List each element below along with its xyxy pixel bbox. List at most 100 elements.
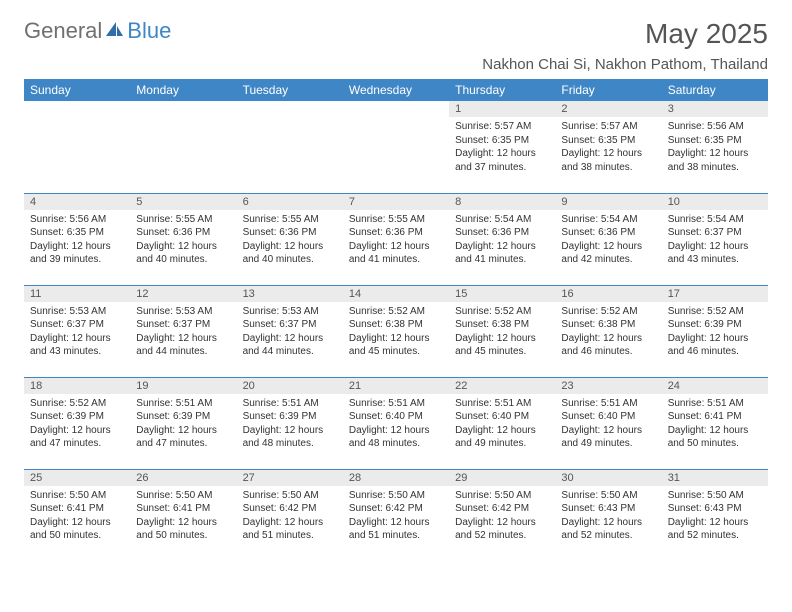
daylight-text: Daylight: 12 hours and 43 minutes. (668, 240, 762, 267)
day-header: Wednesday (343, 79, 449, 101)
day-details: Sunrise: 5:54 AMSunset: 6:37 PMDaylight:… (662, 210, 768, 271)
day-details: Sunrise: 5:50 AMSunset: 6:41 PMDaylight:… (24, 486, 130, 547)
title-block: May 2025 Nakhon Chai Si, Nakhon Pathom, … (482, 18, 768, 73)
calendar-day-cell: 9Sunrise: 5:54 AMSunset: 6:36 PMDaylight… (555, 193, 661, 285)
sunrise-text: Sunrise: 5:52 AM (30, 397, 124, 411)
daylight-text: Daylight: 12 hours and 46 minutes. (668, 332, 762, 359)
daylight-text: Daylight: 12 hours and 42 minutes. (561, 240, 655, 267)
sunrise-text: Sunrise: 5:53 AM (30, 305, 124, 319)
calendar-day-cell: 31Sunrise: 5:50 AMSunset: 6:43 PMDayligh… (662, 469, 768, 561)
day-number: 20 (237, 378, 343, 394)
sunrise-text: Sunrise: 5:55 AM (349, 213, 443, 227)
sunrise-text: Sunrise: 5:55 AM (243, 213, 337, 227)
sunset-text: Sunset: 6:41 PM (668, 410, 762, 424)
page-header: General Blue May 2025 Nakhon Chai Si, Na… (24, 18, 768, 73)
sunrise-text: Sunrise: 5:51 AM (561, 397, 655, 411)
day-number: 7 (343, 194, 449, 210)
sunset-text: Sunset: 6:37 PM (668, 226, 762, 240)
day-number: 30 (555, 470, 661, 486)
sunrise-text: Sunrise: 5:51 AM (136, 397, 230, 411)
daylight-text: Daylight: 12 hours and 40 minutes. (136, 240, 230, 267)
calendar-day-cell: 1Sunrise: 5:57 AMSunset: 6:35 PMDaylight… (449, 101, 555, 193)
calendar-body: 1Sunrise: 5:57 AMSunset: 6:35 PMDaylight… (24, 101, 768, 561)
calendar-header-row: SundayMondayTuesdayWednesdayThursdayFrid… (24, 79, 768, 101)
day-details: Sunrise: 5:53 AMSunset: 6:37 PMDaylight:… (24, 302, 130, 363)
day-number: 9 (555, 194, 661, 210)
daylight-text: Daylight: 12 hours and 38 minutes. (561, 147, 655, 174)
sunset-text: Sunset: 6:42 PM (243, 502, 337, 516)
sunset-text: Sunset: 6:41 PM (30, 502, 124, 516)
sunset-text: Sunset: 6:37 PM (243, 318, 337, 332)
daylight-text: Daylight: 12 hours and 44 minutes. (243, 332, 337, 359)
day-number: 15 (449, 286, 555, 302)
sunrise-text: Sunrise: 5:50 AM (136, 489, 230, 503)
day-number: 17 (662, 286, 768, 302)
day-number: 31 (662, 470, 768, 486)
brand-sail-icon (104, 20, 124, 43)
daylight-text: Daylight: 12 hours and 51 minutes. (243, 516, 337, 543)
day-details: Sunrise: 5:57 AMSunset: 6:35 PMDaylight:… (449, 117, 555, 178)
sunset-text: Sunset: 6:38 PM (349, 318, 443, 332)
sunrise-text: Sunrise: 5:50 AM (561, 489, 655, 503)
sunset-text: Sunset: 6:37 PM (136, 318, 230, 332)
sunrise-text: Sunrise: 5:50 AM (30, 489, 124, 503)
day-header: Sunday (24, 79, 130, 101)
day-number: 2 (555, 101, 661, 117)
calendar-day-cell: 26Sunrise: 5:50 AMSunset: 6:41 PMDayligh… (130, 469, 236, 561)
calendar-day-cell: 20Sunrise: 5:51 AMSunset: 6:39 PMDayligh… (237, 377, 343, 469)
day-number: 29 (449, 470, 555, 486)
calendar-day-cell: 6Sunrise: 5:55 AMSunset: 6:36 PMDaylight… (237, 193, 343, 285)
sunset-text: Sunset: 6:40 PM (561, 410, 655, 424)
daylight-text: Daylight: 12 hours and 50 minutes. (668, 424, 762, 451)
calendar-week-row: 18Sunrise: 5:52 AMSunset: 6:39 PMDayligh… (24, 377, 768, 469)
month-title: May 2025 (482, 18, 768, 50)
sunset-text: Sunset: 6:40 PM (455, 410, 549, 424)
day-number: 22 (449, 378, 555, 394)
sunset-text: Sunset: 6:39 PM (136, 410, 230, 424)
daylight-text: Daylight: 12 hours and 38 minutes. (668, 147, 762, 174)
sunset-text: Sunset: 6:39 PM (243, 410, 337, 424)
sunrise-text: Sunrise: 5:50 AM (668, 489, 762, 503)
day-number: 28 (343, 470, 449, 486)
calendar-day-cell: 16Sunrise: 5:52 AMSunset: 6:38 PMDayligh… (555, 285, 661, 377)
sunset-text: Sunset: 6:36 PM (136, 226, 230, 240)
calendar-day-cell: 17Sunrise: 5:52 AMSunset: 6:39 PMDayligh… (662, 285, 768, 377)
sunrise-text: Sunrise: 5:51 AM (455, 397, 549, 411)
day-details: Sunrise: 5:51 AMSunset: 6:40 PMDaylight:… (343, 394, 449, 455)
calendar-week-row: 11Sunrise: 5:53 AMSunset: 6:37 PMDayligh… (24, 285, 768, 377)
day-number: 26 (130, 470, 236, 486)
calendar-day-cell: 10Sunrise: 5:54 AMSunset: 6:37 PMDayligh… (662, 193, 768, 285)
calendar-day-cell: 21Sunrise: 5:51 AMSunset: 6:40 PMDayligh… (343, 377, 449, 469)
calendar-day-cell: 8Sunrise: 5:54 AMSunset: 6:36 PMDaylight… (449, 193, 555, 285)
day-details: Sunrise: 5:50 AMSunset: 6:43 PMDaylight:… (555, 486, 661, 547)
day-details: Sunrise: 5:52 AMSunset: 6:38 PMDaylight:… (449, 302, 555, 363)
day-number: 24 (662, 378, 768, 394)
location-text: Nakhon Chai Si, Nakhon Pathom, Thailand (482, 56, 768, 73)
sunset-text: Sunset: 6:36 PM (561, 226, 655, 240)
brand-text-blue: Blue (127, 18, 171, 44)
calendar-day-cell: 25Sunrise: 5:50 AMSunset: 6:41 PMDayligh… (24, 469, 130, 561)
calendar-day-cell: 29Sunrise: 5:50 AMSunset: 6:42 PMDayligh… (449, 469, 555, 561)
day-details: Sunrise: 5:51 AMSunset: 6:39 PMDaylight:… (130, 394, 236, 455)
day-number: 6 (237, 194, 343, 210)
sunrise-text: Sunrise: 5:52 AM (668, 305, 762, 319)
sunset-text: Sunset: 6:36 PM (455, 226, 549, 240)
day-details: Sunrise: 5:55 AMSunset: 6:36 PMDaylight:… (130, 210, 236, 271)
calendar-page: General Blue May 2025 Nakhon Chai Si, Na… (0, 0, 792, 579)
sunrise-text: Sunrise: 5:53 AM (136, 305, 230, 319)
day-number: 10 (662, 194, 768, 210)
brand-logo: General Blue (24, 18, 171, 44)
daylight-text: Daylight: 12 hours and 46 minutes. (561, 332, 655, 359)
daylight-text: Daylight: 12 hours and 43 minutes. (30, 332, 124, 359)
daylight-text: Daylight: 12 hours and 50 minutes. (30, 516, 124, 543)
calendar-day-cell: 18Sunrise: 5:52 AMSunset: 6:39 PMDayligh… (24, 377, 130, 469)
sunrise-text: Sunrise: 5:51 AM (349, 397, 443, 411)
day-number: 23 (555, 378, 661, 394)
calendar-day-cell: 19Sunrise: 5:51 AMSunset: 6:39 PMDayligh… (130, 377, 236, 469)
brand-text-general: General (24, 18, 102, 44)
daylight-text: Daylight: 12 hours and 52 minutes. (455, 516, 549, 543)
day-number: 25 (24, 470, 130, 486)
sunrise-text: Sunrise: 5:50 AM (349, 489, 443, 503)
day-header: Saturday (662, 79, 768, 101)
sunrise-text: Sunrise: 5:50 AM (455, 489, 549, 503)
